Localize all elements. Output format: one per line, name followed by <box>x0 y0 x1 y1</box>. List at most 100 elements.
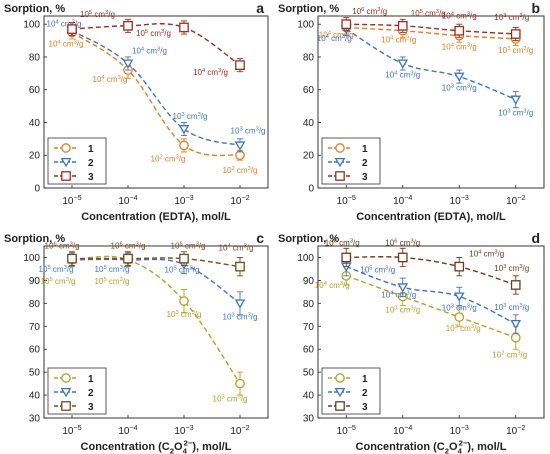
y-axis-label: Sorption, % <box>4 233 65 245</box>
data-point <box>510 332 521 343</box>
y-tick-label: 20 <box>29 151 41 162</box>
data-point <box>235 60 245 70</box>
y-tick-label: 80 <box>303 299 315 310</box>
data-label: 105 cm3/g <box>95 277 130 286</box>
legend-marker <box>334 157 346 168</box>
data-point <box>510 280 521 290</box>
data-point <box>453 292 465 302</box>
data-label: 104 cm3/g <box>442 43 477 52</box>
data-label: 103 cm3/g <box>498 46 533 55</box>
y-tick-label: 100 <box>297 253 314 264</box>
data-point <box>67 24 77 34</box>
data-label: 103 cm3/g <box>213 395 248 404</box>
data-label: 103 cm3/g <box>442 84 477 93</box>
x-axis-label: Concentration (EDTA), mol/L <box>81 211 231 223</box>
legend-label: 2 <box>362 158 368 169</box>
data-point <box>179 296 189 306</box>
y-tick-label: 50 <box>303 368 315 379</box>
data-point <box>510 319 522 330</box>
data-label: 105 cm3/g <box>360 266 395 275</box>
data-label: 104 cm3/g <box>381 36 416 45</box>
y-tick-label: 40 <box>29 118 41 129</box>
legend-label: 1 <box>88 374 94 385</box>
x-tick-label: 10−5 <box>62 423 81 437</box>
data-point <box>234 299 246 309</box>
data-point <box>453 72 465 82</box>
data-label: 105 cm3/g <box>136 29 171 38</box>
data-label: 104 cm3/g <box>93 75 128 84</box>
legend-item-2: 2 <box>328 387 368 399</box>
plot-frame <box>317 245 545 419</box>
y-axis-label: Sorption, % <box>278 233 339 245</box>
legend-item-1: 1 <box>54 143 94 155</box>
data-point <box>341 19 352 30</box>
y-axis-label: Sorption, % <box>278 3 339 15</box>
legend: 1 2 3 <box>321 367 381 415</box>
y-tick-label: 80 <box>29 52 41 63</box>
panel-letter: c <box>256 230 264 246</box>
legend-marker <box>61 171 71 181</box>
legend-marker <box>61 143 71 153</box>
data-label: 104 cm3/g <box>219 244 254 253</box>
series-line <box>346 23 516 35</box>
y-tick-label: 80 <box>303 52 315 63</box>
series-line <box>71 31 241 157</box>
plot-frame <box>43 245 269 419</box>
y-tick-label: 20 <box>303 151 315 162</box>
legend-label: 1 <box>88 144 94 155</box>
plot-frame <box>43 15 269 189</box>
series-line <box>346 256 517 286</box>
y-axis-label: Sorption, % <box>4 3 65 15</box>
series-line <box>346 265 517 325</box>
data-label: 103 cm3/g <box>173 112 208 121</box>
x-tick-label: 10−5 <box>62 193 81 207</box>
data-label: 103 cm3/g <box>494 303 529 312</box>
series-3: 106 cm3/g 106 cm3/g 104 cm3/g 103 cm3/g <box>325 238 529 295</box>
data-point <box>179 140 189 151</box>
y-tick-label: 60 <box>29 85 41 96</box>
series-line <box>346 275 517 339</box>
y-tick-label: 100 <box>297 20 314 31</box>
legend-label: 1 <box>362 144 368 155</box>
panel-letter: a <box>256 0 264 16</box>
legend-label: 2 <box>88 388 94 399</box>
data-label: 105 cm3/g <box>411 9 446 18</box>
y-tick-label: 90 <box>29 276 41 287</box>
legend-marker <box>335 143 345 153</box>
series-line <box>71 30 241 147</box>
data-point <box>454 261 465 272</box>
legend-label: 2 <box>362 388 368 399</box>
data-label: 106 cm3/g <box>352 7 387 16</box>
x-axis-label: Concentration (C2O42−), mol/L <box>356 439 507 454</box>
data-point <box>123 20 133 31</box>
legend-label: 3 <box>88 402 94 413</box>
y-tick-label: 40 <box>303 391 315 402</box>
data-label: 103 cm3/g <box>231 126 266 135</box>
plot-frame <box>317 15 545 189</box>
x-tick-label: 10−5 <box>337 423 356 437</box>
data-point <box>397 20 408 31</box>
y-tick-label: 100 <box>23 253 40 264</box>
data-label: 105 cm3/g <box>39 265 74 274</box>
legend: 1 2 3 <box>47 367 107 415</box>
y-tick-label: 40 <box>29 391 41 402</box>
series-line <box>71 257 241 268</box>
data-label: 105 cm3/g <box>95 265 130 274</box>
data-label: 103 cm3/g <box>498 109 533 118</box>
data-point <box>235 261 245 272</box>
legend-label: 1 <box>362 374 368 385</box>
y-tick-label: 70 <box>303 322 315 333</box>
panel-c: 30 40 50 60 70 80 90 100 10−5 10−4 10−3 10−2 Sorptio… <box>4 230 269 454</box>
data-label: 103 cm3/g <box>167 310 202 319</box>
legend-marker <box>61 373 71 383</box>
legend-marker <box>60 387 72 398</box>
panel-d: 30 40 50 60 70 80 90 100 10−5 10−4 10−3 10−2 Sorptio… <box>278 230 545 454</box>
x-tick-label: 10−4 <box>393 193 412 207</box>
series-line <box>71 255 241 384</box>
x-axis-label: Concentration (C2O42−), mol/L <box>81 439 232 454</box>
legend-label: 3 <box>362 402 368 413</box>
y-tick-label: 70 <box>29 322 41 333</box>
